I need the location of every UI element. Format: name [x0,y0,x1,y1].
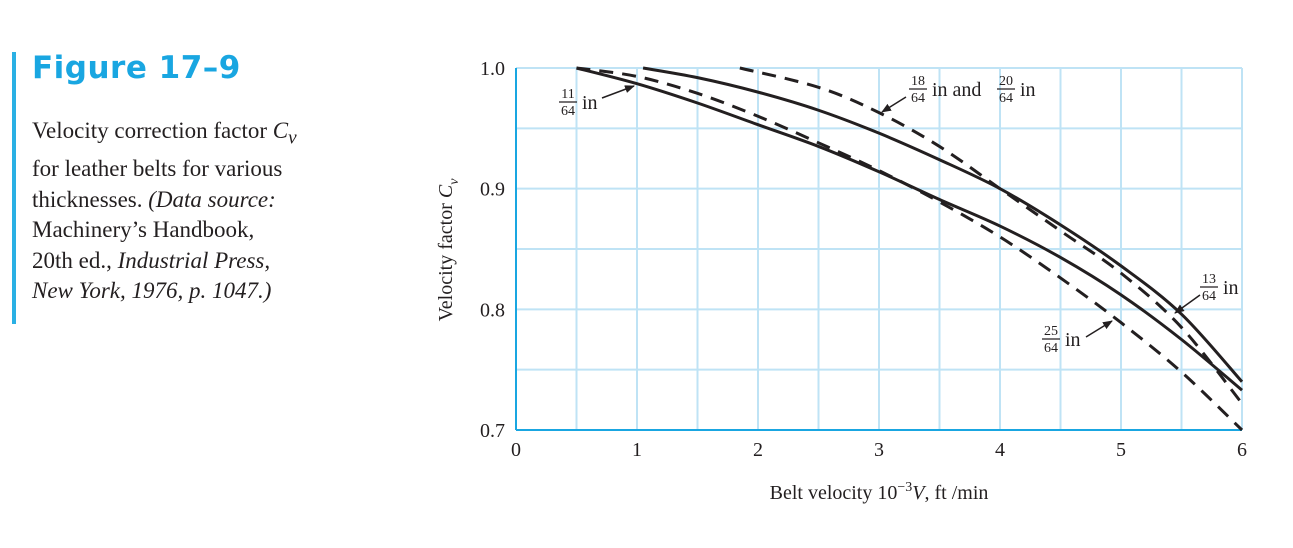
series-line [576,66,1244,432]
annotation-13-64-unit: in [1223,277,1239,299]
x-axis-title-exponent: −3 [897,480,912,495]
x-tick-label: 4 [995,439,1005,461]
y-axis-title-variable: C [435,184,457,198]
fraction-numerator: 13 [1202,272,1216,287]
series-line [739,66,1244,405]
series-lines [576,66,1244,432]
x-axis-title-suffix: , ft /min [925,482,989,504]
y-axis-title-prefix: Velocity factor [435,198,457,321]
fraction-denominator: 64 [1202,289,1216,304]
fraction-numerator: 18 [911,74,925,89]
x-tick-label: 5 [1116,439,1126,461]
axis-labels: 0 1 2 3 4 5 6 0.7 0.8 0.9 1.0 Belt velocity 10−3V, … [435,58,1247,504]
caption-accent-bar [12,52,16,324]
fraction-denominator: 64 [1044,341,1058,356]
x-axis-title-prefix: Belt velocity 10 [770,482,898,504]
axes [515,68,1242,431]
caption-text: thicknesses. [32,186,149,212]
caption-cv-symbol: C [272,118,289,143]
caption-line-6: New York, 1976, p. 1047.) [32,276,362,307]
figure-caption: Velocity correction factor Cv for leathe… [32,116,362,307]
fraction-denominator: 64 [561,104,575,119]
caption-italic-text: Industrial Press, [117,247,271,273]
annotation-13-64-arrow [1174,294,1201,314]
fraction-denominator: 64 [911,91,925,106]
caption-text: Velocity correction factor [32,118,273,143]
x-tick-label: 1 [632,439,642,461]
caption-line-5: 20th ed., Industrial Press, [32,246,362,277]
annotation-18-64-unit: in and [932,79,981,101]
x-tick-label: 2 [753,439,763,461]
caption-text: 20th ed., [32,247,118,273]
fraction-denominator: 64 [999,91,1013,106]
y-axis-title-subscript: v [447,178,462,185]
caption-line-3: thicknesses. (Data source: [32,185,362,216]
grid-lines [516,67,1243,430]
caption-italic-text: (Data source: [148,186,276,212]
annotation-25-64-arrow [1085,320,1113,338]
caption-line-2: for leather belts for various [32,156,283,182]
fraction-numerator: 11 [561,87,574,102]
y-tick-label: 0.9 [480,179,505,201]
y-tick-label: 0.8 [480,299,505,321]
x-tick-label: 0 [511,439,521,461]
annotation-11-64-arrow [601,85,635,99]
x-tick-label: 3 [874,439,884,461]
annotation-20-64-unit: in [1020,79,1036,101]
y-tick-label: 1.0 [480,58,505,80]
y-tick-label: 0.7 [480,420,505,442]
fraction-numerator: 25 [1044,324,1058,339]
series-line [642,66,1244,383]
annotation-18-64-arrow [881,96,907,113]
x-tick-label: 6 [1237,439,1247,461]
x-axis-title: Belt velocity 10−3V, ft /min [770,480,989,504]
annotation-11-64-unit: in [582,92,598,114]
series-line [576,66,1243,392]
caption-cv-subscript: v [288,127,297,149]
caption-line-1: Velocity correction factor Cv [32,116,362,154]
y-axis-title: Velocity factor Cv [435,178,462,322]
figure-label: Figure 17–9 [32,50,241,86]
fraction-numerator: 20 [999,74,1013,89]
caption-italic-text: New York, 1976, p. 1047.) [32,278,272,304]
caption-line-4: Machinery’s Handbook, [32,217,255,243]
annotation-25-64-unit: in [1065,329,1081,351]
x-axis-title-variable: V [912,482,927,504]
